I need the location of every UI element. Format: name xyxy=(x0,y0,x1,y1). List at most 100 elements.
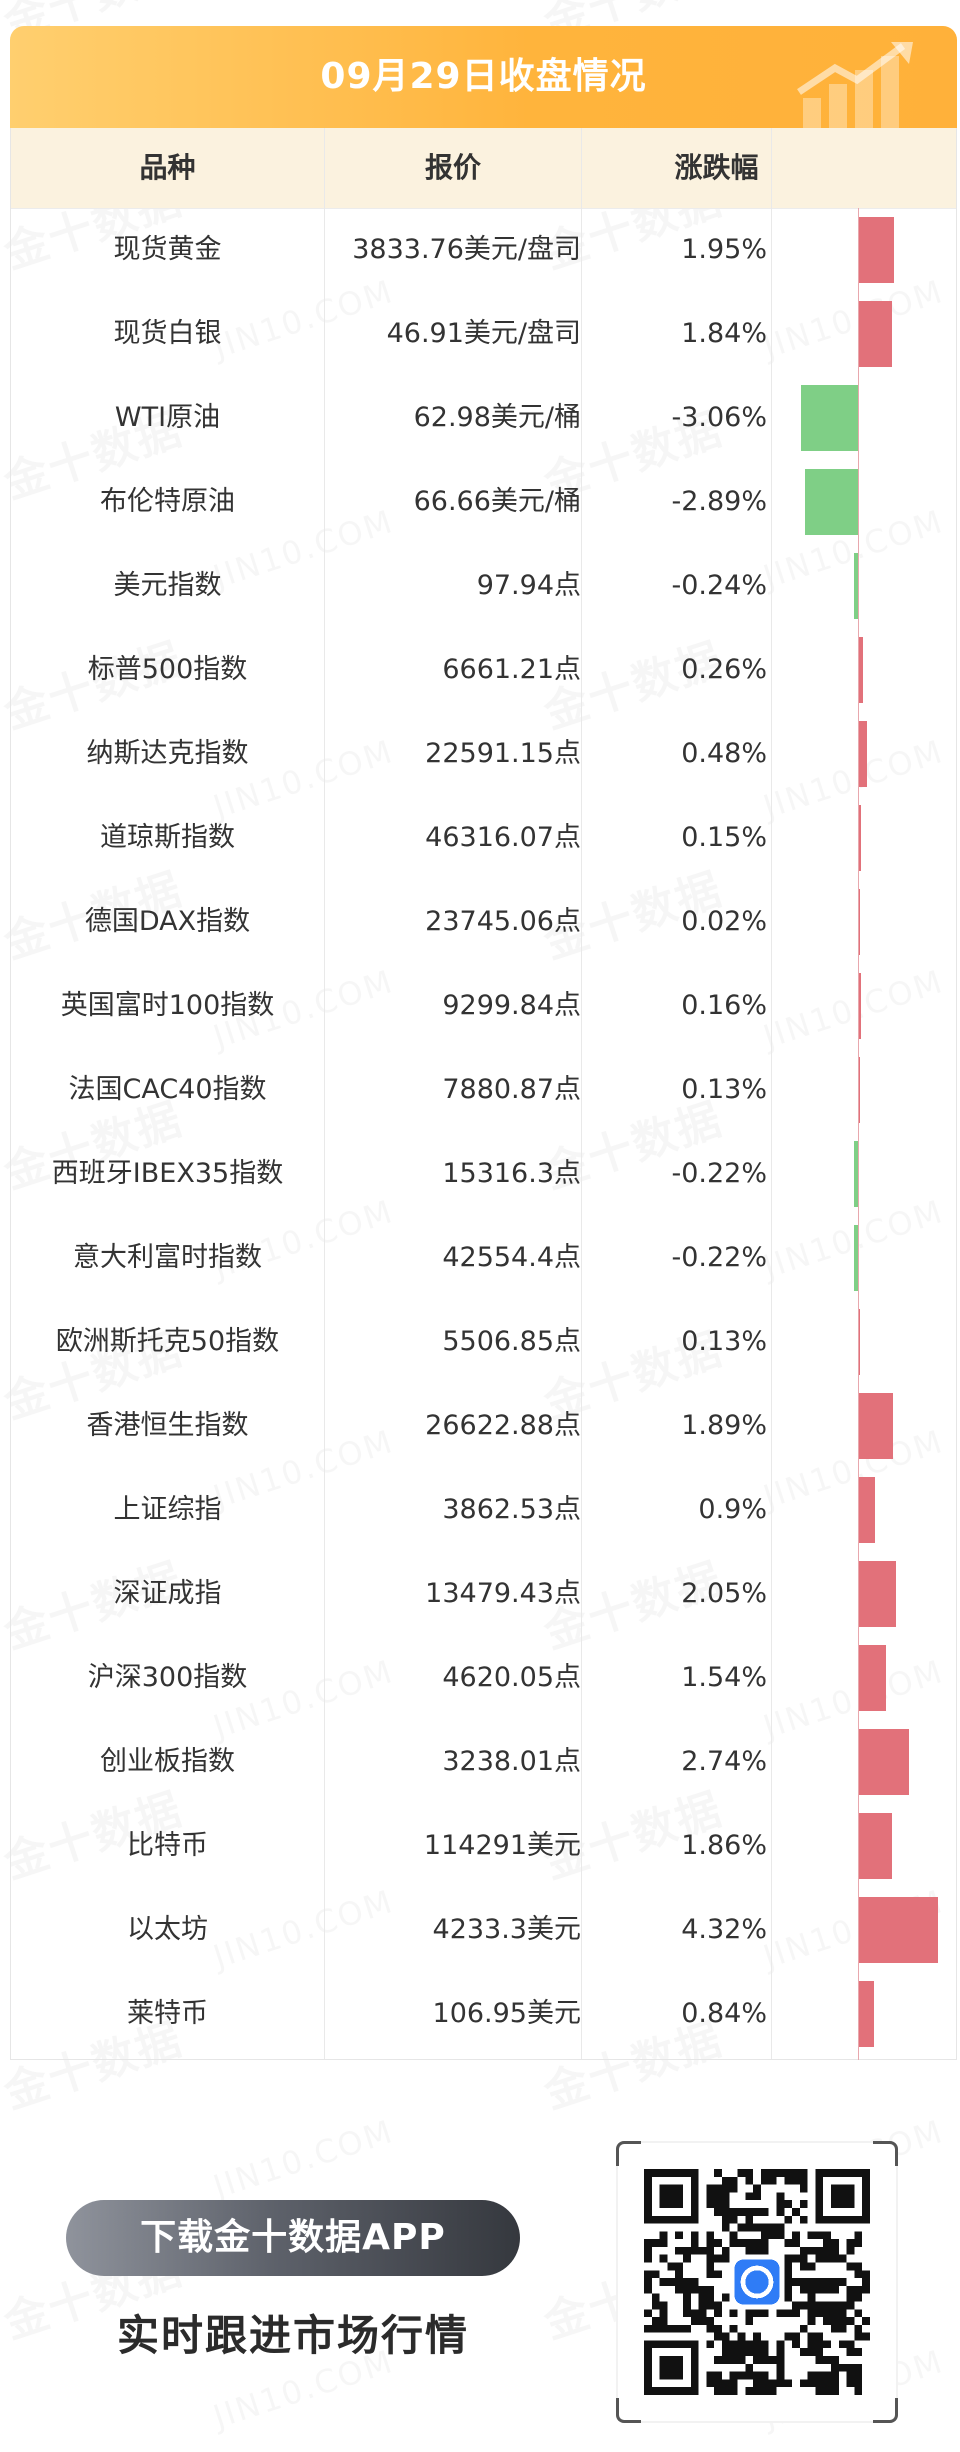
instrument-price: 114291美元 xyxy=(423,1830,581,1861)
change-bar-cell xyxy=(771,1216,956,1300)
instrument-price: 5506.85点 xyxy=(442,1326,581,1357)
instrument-change: -0.22% xyxy=(671,1242,767,1273)
change-bar-positive xyxy=(858,721,867,787)
table-row: 美元指数 97.94点 -0.24% xyxy=(11,544,956,628)
instrument-name: 沪深300指数 xyxy=(87,1662,248,1693)
table-row: 深证成指 13479.43点 2.05% xyxy=(11,1552,956,1636)
change-bar-positive xyxy=(858,217,895,283)
instrument-name: 标普500指数 xyxy=(87,654,248,685)
change-bar-cell xyxy=(771,1132,956,1216)
instrument-price: 26622.88点 xyxy=(425,1410,581,1441)
instrument-name: 上证综指 xyxy=(113,1494,222,1525)
column-divider xyxy=(324,128,325,2059)
change-bar-cell xyxy=(771,1888,956,1972)
growth-chart-icon xyxy=(797,42,913,128)
instrument-change: 0.13% xyxy=(681,1074,767,1105)
table-row: WTI原油 62.98美元/桶 -3.06% xyxy=(11,376,956,460)
instrument-price: 9299.84点 xyxy=(442,990,581,1021)
table-row: 意大利富时指数 42554.4点 -0.22% xyxy=(11,1216,956,1300)
instrument-change: 0.26% xyxy=(681,654,767,685)
qr-corner xyxy=(873,2141,898,2166)
change-bar-cell xyxy=(771,1300,956,1384)
page-title: 09月29日收盘情况 xyxy=(320,56,647,97)
change-bar-positive xyxy=(858,1393,893,1459)
instrument-name: 英国富时100指数 xyxy=(60,990,275,1021)
change-bar-positive xyxy=(858,1309,861,1375)
instrument-change: 4.32% xyxy=(681,1914,767,1945)
table-row: 道琼斯指数 46316.07点 0.15% xyxy=(11,796,956,880)
qr-code-frame xyxy=(616,2141,898,2423)
table-row: 法国CAC40指数 7880.87点 0.13% xyxy=(11,1048,956,1132)
instrument-name: 道琼斯指数 xyxy=(100,822,235,853)
change-bar-positive xyxy=(858,1897,938,1963)
instrument-change: 0.16% xyxy=(681,990,767,1021)
instrument-price: 15316.3点 xyxy=(442,1158,581,1189)
instrument-price: 23745.06点 xyxy=(425,906,581,937)
change-bar-cell xyxy=(771,1636,956,1720)
change-bar-cell xyxy=(771,964,956,1048)
instrument-name: 莱特币 xyxy=(127,1998,208,2029)
change-bar-cell xyxy=(771,796,956,880)
qr-corner xyxy=(616,2141,641,2166)
table-row: 标普500指数 6661.21点 0.26% xyxy=(11,628,956,712)
instrument-name: 香港恒生指数 xyxy=(86,1410,249,1441)
instrument-price: 62.98美元/桶 xyxy=(413,402,581,433)
instrument-price: 66.66美元/桶 xyxy=(413,486,581,517)
download-app-button[interactable]: 下载金十数据APP xyxy=(66,2200,520,2276)
instrument-change: 1.54% xyxy=(681,1662,767,1693)
report-header: 09月29日收盘情况 xyxy=(10,26,957,128)
qr-corner xyxy=(616,2398,641,2423)
change-bar-positive xyxy=(858,1729,909,1795)
instrument-name: 西班牙IBEX35指数 xyxy=(51,1158,284,1189)
change-bar-negative xyxy=(853,1225,858,1291)
instrument-name: 深证成指 xyxy=(113,1578,222,1609)
change-bar-positive xyxy=(858,1477,875,1543)
change-bar-positive xyxy=(858,1645,887,1711)
change-bar-negative xyxy=(853,1141,858,1207)
change-bar-cell xyxy=(771,208,956,292)
instrument-change: 1.84% xyxy=(681,318,767,349)
instrument-price: 42554.4点 xyxy=(442,1242,581,1273)
instrument-change: -2.89% xyxy=(671,486,767,517)
table-row: 西班牙IBEX35指数 15316.3点 -0.22% xyxy=(11,1132,956,1216)
table-row: 布伦特原油 66.66美元/桶 -2.89% xyxy=(11,460,956,544)
instrument-change: 0.9% xyxy=(698,1494,767,1525)
change-bar-positive xyxy=(858,973,861,1039)
change-bar-negative xyxy=(804,469,858,535)
change-bar-positive xyxy=(858,1057,861,1123)
change-bar-cell xyxy=(771,1552,956,1636)
instrument-change: 1.86% xyxy=(681,1830,767,1861)
instrument-price: 6661.21点 xyxy=(442,654,581,685)
qr-code-icon[interactable] xyxy=(644,2169,870,2395)
instrument-price: 3833.76美元/盘司 xyxy=(352,234,581,265)
instrument-price: 3238.01点 xyxy=(442,1746,581,1777)
instrument-name: 欧洲斯托克50指数 xyxy=(55,1326,280,1357)
table-row: 上证综指 3862.53点 0.9% xyxy=(11,1468,956,1552)
change-bar-cell xyxy=(771,1468,956,1552)
change-bar-positive xyxy=(858,637,863,703)
table-row: 沪深300指数 4620.05点 1.54% xyxy=(11,1636,956,1720)
instrument-price: 13479.43点 xyxy=(425,1578,581,1609)
instrument-name: 比特币 xyxy=(127,1830,208,1861)
zero-axis-line xyxy=(858,208,859,2060)
change-bar-cell xyxy=(771,628,956,712)
instrument-price: 7880.87点 xyxy=(442,1074,581,1105)
instrument-price: 3862.53点 xyxy=(442,1494,581,1525)
instrument-change: 2.74% xyxy=(681,1746,767,1777)
instrument-name: WTI原油 xyxy=(114,402,221,433)
instrument-price: 46316.07点 xyxy=(425,822,581,853)
instrument-change: 1.95% xyxy=(681,234,767,265)
instrument-name: 纳斯达克指数 xyxy=(86,738,249,769)
table-row: 现货黄金 3833.76美元/盘司 1.95% xyxy=(11,208,956,292)
column-header-name: 品种 xyxy=(139,151,196,184)
change-bar-cell xyxy=(771,1384,956,1468)
instrument-change: 0.02% xyxy=(681,906,767,937)
instrument-change: -0.22% xyxy=(671,1158,767,1189)
instrument-change: -3.06% xyxy=(671,402,767,433)
change-bar-cell xyxy=(771,376,956,460)
instrument-name: 德国DAX指数 xyxy=(84,906,251,937)
instrument-change: 0.48% xyxy=(681,738,767,769)
change-bar-cell xyxy=(771,1048,956,1132)
change-bar-cell xyxy=(771,712,956,796)
instrument-price: 4620.05点 xyxy=(442,1662,581,1693)
